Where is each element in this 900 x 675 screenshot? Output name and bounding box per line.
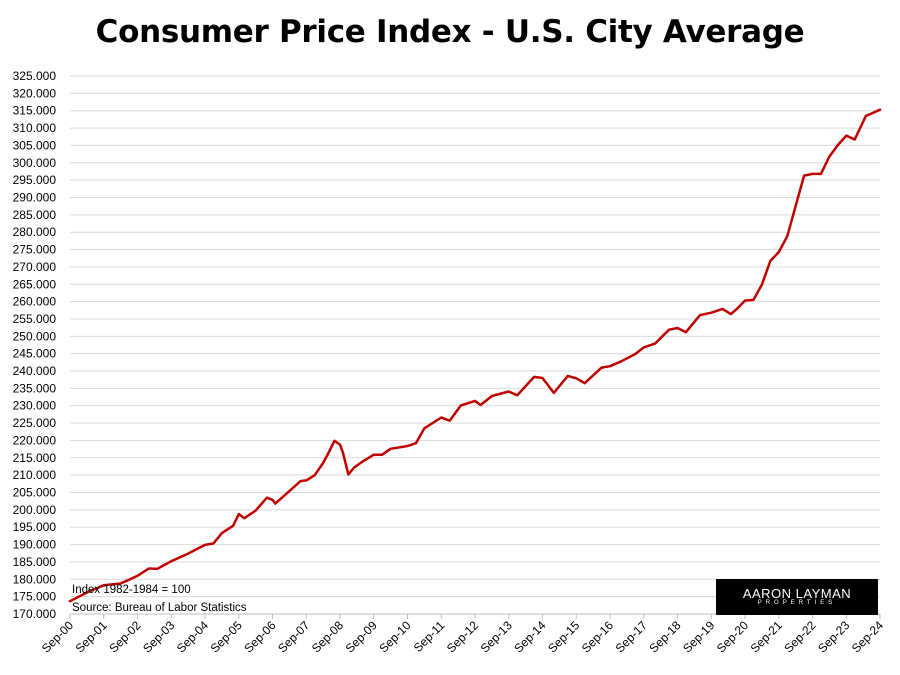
x-tick-label: Sep-06	[241, 618, 278, 655]
cpi-series-line	[68, 108, 882, 603]
y-tick-label: 230.000	[13, 399, 57, 413]
x-axis: Sep-00Sep-01Sep-02Sep-03Sep-04Sep-05Sep-…	[39, 613, 886, 655]
x-tick-label: Sep-03	[140, 618, 177, 655]
y-tick-label: 170.000	[13, 607, 57, 621]
y-tick-label: 305.000	[13, 138, 57, 152]
x-tick-label: Sep-05	[208, 618, 245, 655]
y-tick-label: 215.000	[13, 451, 57, 465]
x-tick-label: Sep-14	[511, 618, 548, 655]
series-layer	[68, 108, 882, 603]
y-tick-label: 270.000	[13, 260, 57, 274]
x-tick-label: Sep-22	[781, 618, 818, 655]
x-tick-label: Sep-12	[444, 618, 481, 655]
y-tick-label: 175.000	[13, 590, 57, 604]
x-tick-label: Sep-13	[478, 618, 515, 655]
y-tick-label: 225.000	[13, 416, 57, 430]
y-tick-label: 300.000	[13, 156, 57, 170]
x-tick-label: Sep-07	[275, 618, 312, 655]
y-tick-label: 285.000	[13, 208, 57, 222]
y-axis-tick-labels: 170.000 175.000 180.000 185.000 190.000 195.0…	[13, 69, 57, 621]
y-tick-label: 325.000	[13, 69, 57, 83]
x-tick-label: Sep-00	[39, 618, 76, 655]
y-tick-label: 295.000	[13, 173, 57, 187]
x-tick-label: Sep-23	[815, 618, 852, 655]
y-tick-label: 315.000	[13, 104, 57, 118]
y-tick-label: 260.000	[13, 295, 57, 309]
index-base-note: Index 1982-1984 = 100	[72, 584, 191, 596]
x-tick-label: Sep-01	[73, 618, 110, 655]
y-tick-label: 250.000	[13, 329, 57, 343]
x-tick-label: Sep-16	[579, 618, 616, 655]
x-tick-label: Sep-18	[646, 618, 683, 655]
x-tick-label: Sep-08	[309, 618, 346, 655]
x-tick-label: Sep-20	[714, 618, 751, 655]
logo-title: AARON LAYMAN	[742, 586, 852, 601]
y-tick-label: 280.000	[13, 225, 57, 239]
aaron-layman-logo: AARON LAYMAN PROPERTIES	[716, 579, 878, 615]
x-tick-label: Sep-11	[411, 618, 448, 655]
x-tick-label: Sep-15	[545, 618, 582, 655]
y-tick-label: 245.000	[13, 347, 57, 361]
chart-title: Consumer Price Index - U.S. City Average	[95, 14, 805, 50]
y-tick-label: 205.000	[13, 486, 57, 500]
y-tick-label: 265.000	[13, 277, 57, 291]
y-tick-label: 275.000	[13, 243, 57, 257]
x-tick-label: Sep-17	[613, 618, 650, 655]
y-tick-label: 190.000	[13, 538, 57, 552]
x-tick-label: Sep-10	[376, 618, 413, 655]
y-tick-label: 240.000	[13, 364, 57, 378]
y-tick-label: 320.000	[13, 86, 57, 100]
y-tick-label: 210.000	[13, 468, 57, 482]
y-tick-label: 220.000	[13, 433, 57, 447]
x-tick-label: Sep-19	[680, 618, 717, 655]
y-tick-label: 255.000	[13, 312, 57, 326]
y-tick-label: 310.000	[13, 121, 57, 135]
y-tick-label: 180.000	[13, 572, 57, 586]
x-tick-label: Sep-09	[343, 618, 380, 655]
y-tick-label: 185.000	[13, 555, 57, 569]
y-tick-label: 200.000	[13, 503, 57, 517]
y-tick-label: 235.000	[13, 381, 57, 395]
x-tick-label: Sep-24	[849, 618, 886, 655]
x-tick-label: Sep-04	[174, 618, 211, 655]
logo-subtitle: PROPERTIES	[757, 600, 837, 606]
x-tick-label: Sep-02	[106, 618, 143, 655]
y-tick-label: 195.000	[13, 520, 57, 534]
gridlines	[70, 75, 880, 615]
source-note: Source: Bureau of Labor Statistics	[72, 602, 247, 614]
y-tick-label: 290.000	[13, 190, 57, 204]
x-tick-label: Sep-21	[748, 618, 785, 655]
